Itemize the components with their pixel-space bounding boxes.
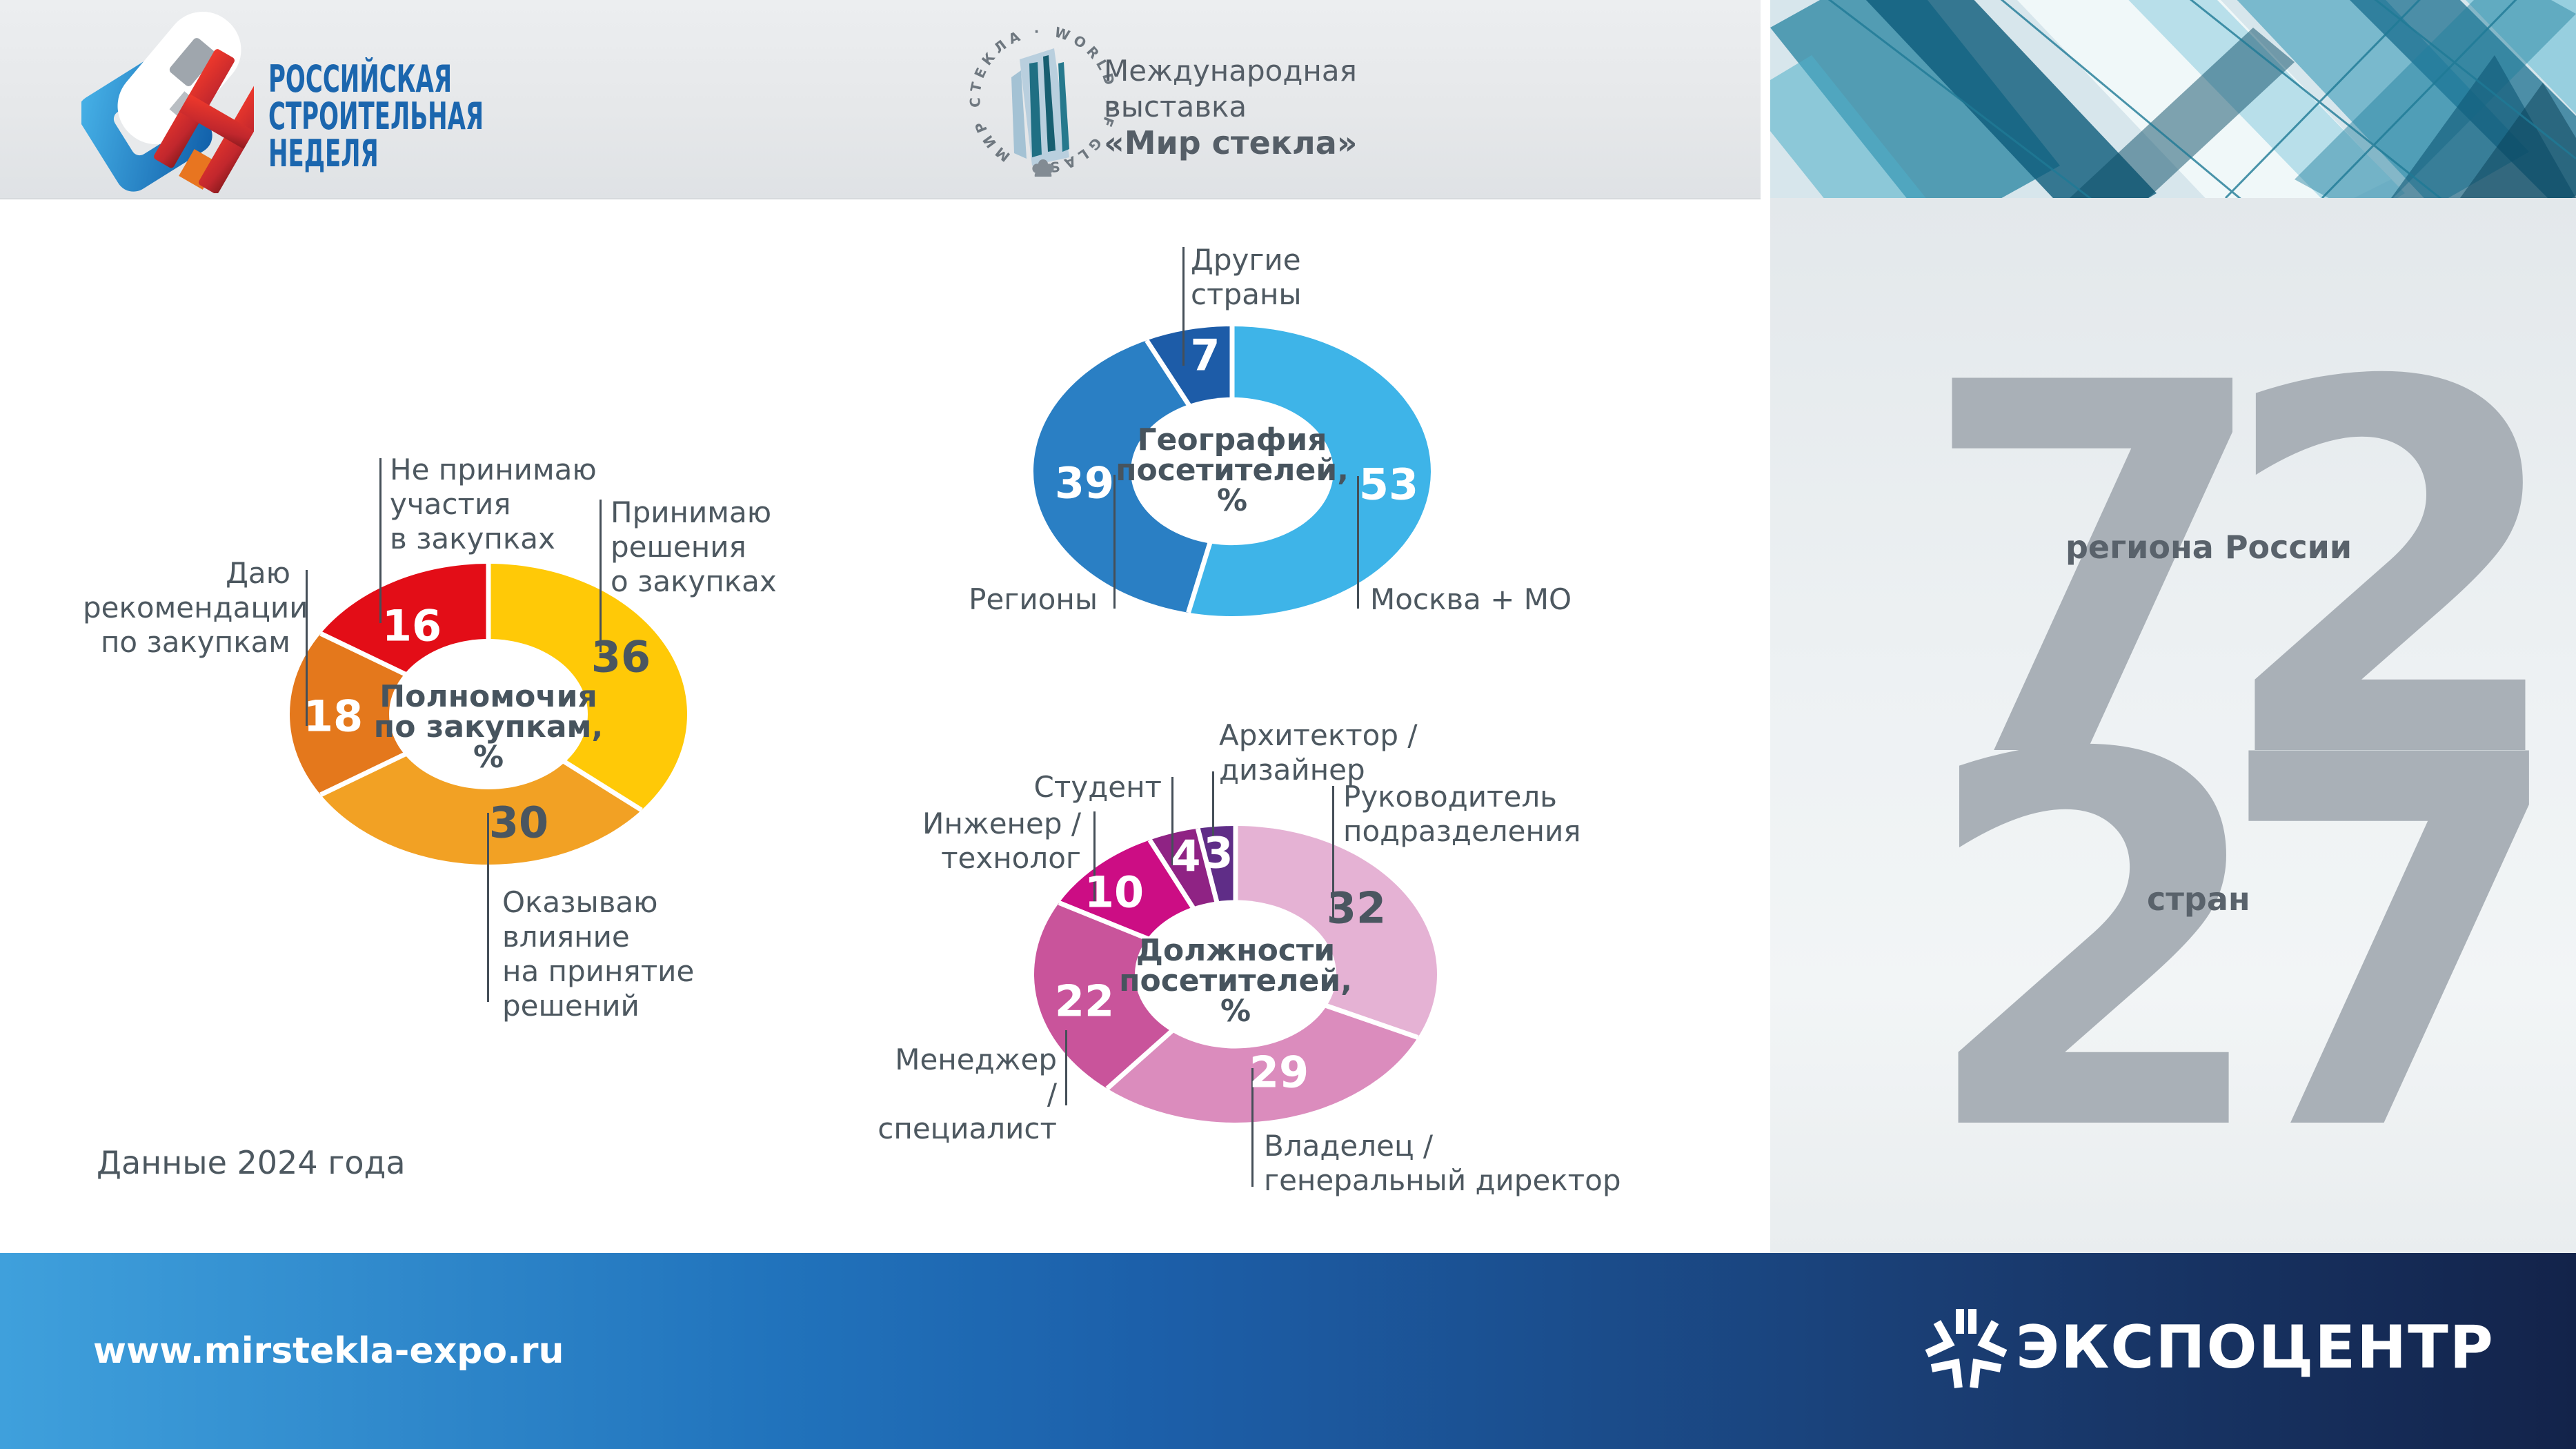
leader-line xyxy=(306,570,308,726)
slice-label: Даю рекомендации по закупкам xyxy=(83,556,308,659)
slice-value: 53 xyxy=(1358,459,1419,510)
leader-line xyxy=(487,813,489,1002)
stats-panel xyxy=(1770,198,2576,1253)
slice-value: 29 xyxy=(1249,1047,1309,1098)
slice-label: Архитектор / дизайнер xyxy=(1219,718,1418,787)
donut-hole xyxy=(1131,397,1334,546)
expo-title-line3: «Мир стекла» xyxy=(1104,124,1358,161)
slice-value: 18 xyxy=(303,691,364,742)
slice-label: Студент xyxy=(1033,770,1162,804)
donut-slice xyxy=(320,714,642,865)
data-year-footnote: Данные 2024 года xyxy=(97,1144,406,1181)
slice-label: Менеджер / специалист xyxy=(878,1043,1057,1145)
slice-value: 32 xyxy=(1326,883,1387,934)
slice-label: Инженер / технолог xyxy=(922,807,1081,875)
chart-title-powers: Полномочия по закупкам, % xyxy=(373,679,604,775)
expocentre-brand: ЭКСПОЦЕНТР xyxy=(2016,1313,2495,1382)
slice-value: 4 xyxy=(1171,831,1201,882)
rsn-wordmark: РОССИЙСКАЯ СТРОИТЕЛЬНАЯ НЕДЕЛЯ xyxy=(268,57,484,175)
slice-label: Владелец / генеральный директор xyxy=(1264,1129,1621,1197)
leader-line xyxy=(1251,1068,1254,1187)
stat-number-countries: 27 xyxy=(1918,649,2570,1243)
slice-label: Не принимаю участия в закупках xyxy=(390,453,597,555)
expocentre-star-icon xyxy=(1925,1309,2008,1388)
donut-slice xyxy=(1034,903,1236,1089)
leader-line xyxy=(1093,811,1096,907)
expo-title-line2: выставка xyxy=(1104,90,1247,124)
leader-line xyxy=(1065,1030,1067,1105)
donut-hole xyxy=(1135,900,1336,1049)
slice-value: 39 xyxy=(1054,457,1115,509)
slice-value: 16 xyxy=(382,600,442,651)
header-band: РОССИЙСКАЯ СТРОИТЕЛЬНАЯ НЕДЕЛЯ МИР СТЕКЛ… xyxy=(0,0,1761,199)
stat-number-regions: 72 xyxy=(1918,276,2570,871)
slice-value: 3 xyxy=(1203,827,1233,878)
slice-value: 10 xyxy=(1084,867,1145,918)
chart-title-jobs: Должности посетителей, % xyxy=(1119,933,1352,1029)
donut-hole xyxy=(389,639,588,789)
expo-title-line1: Международная xyxy=(1104,54,1357,88)
stat-label-regions: региона России xyxy=(2065,529,2352,566)
slice-label: Регионы xyxy=(969,582,1098,616)
leader-line xyxy=(1332,786,1334,919)
flower-icon xyxy=(1032,159,1054,177)
slice-value: 30 xyxy=(488,797,549,848)
slice-value: 22 xyxy=(1054,976,1115,1027)
leader-line xyxy=(1182,247,1185,366)
leader-line xyxy=(1113,475,1116,609)
leader-line xyxy=(379,458,382,623)
leader-line xyxy=(1212,771,1214,842)
slice-label: Руководитель подразделения xyxy=(1343,780,1581,848)
chart-title-geography: География посетителей, % xyxy=(1116,422,1349,518)
glass-tower-icon xyxy=(1011,48,1069,166)
glass-architecture-image xyxy=(1770,0,2576,198)
slice-label: Другие страны xyxy=(1191,243,1302,311)
world-of-glass-logo: МИР СТЕКЛА · WORLD OF GLASS xyxy=(967,23,1116,177)
slice-label: Оказываю влияние на принятие решений xyxy=(502,885,695,1023)
leader-line xyxy=(600,500,602,652)
leader-line xyxy=(1171,777,1173,865)
website-url: www.mirstekla-expo.ru xyxy=(93,1330,564,1372)
leader-line xyxy=(1357,476,1359,609)
footer-band xyxy=(0,1253,2576,1449)
donut-slice xyxy=(488,564,687,810)
slice-value: 36 xyxy=(591,631,651,682)
slice-label: Принимаю решения о закупках xyxy=(611,495,777,598)
slice-label: Москва + МО xyxy=(1370,582,1572,616)
stat-label-countries: стран xyxy=(2147,880,2250,918)
rsn-logo-icon xyxy=(81,11,254,193)
slice-value: 7 xyxy=(1190,330,1220,381)
